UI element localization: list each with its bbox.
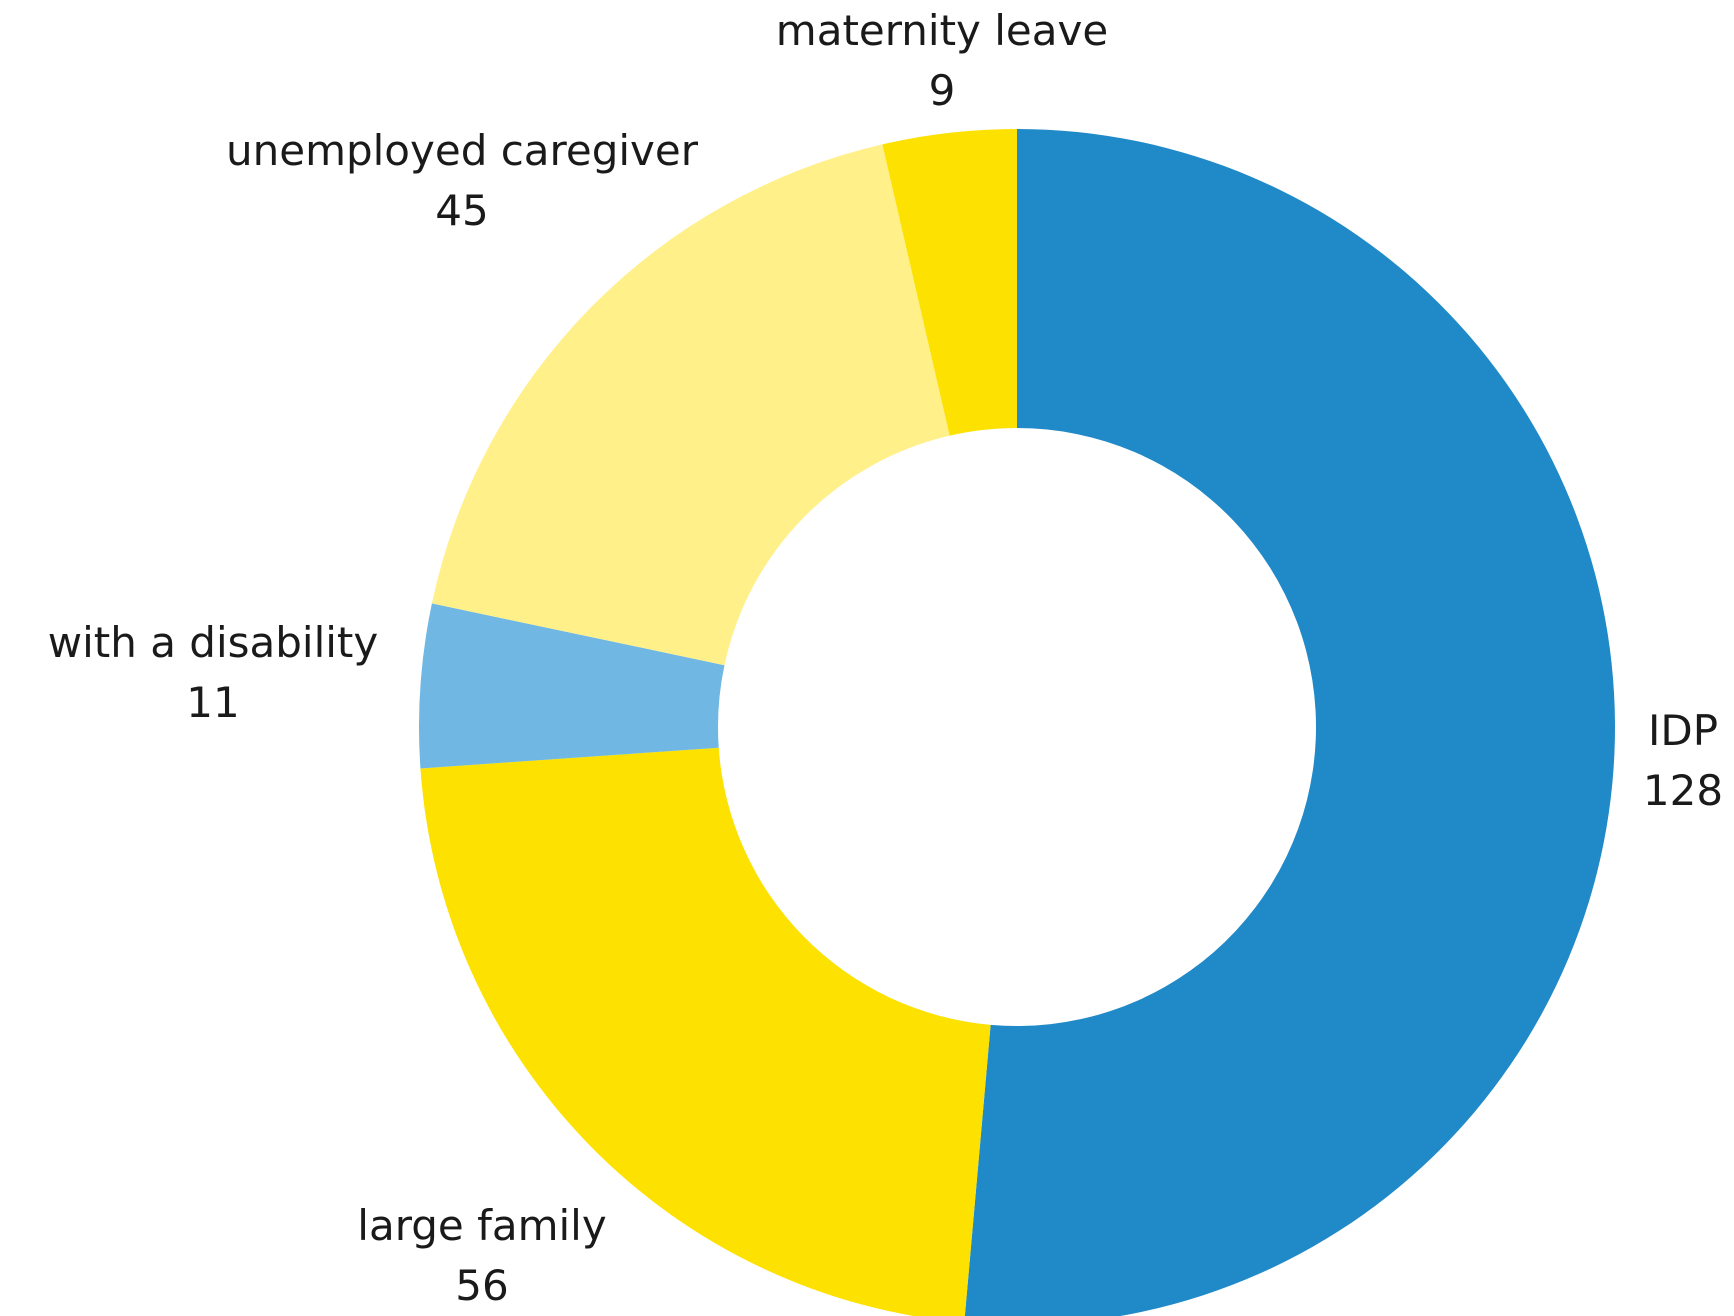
slice-value-idp: 128	[1643, 766, 1723, 815]
slice-idp	[964, 129, 1615, 1316]
slice-label-large-family: large family	[357, 1201, 606, 1250]
slice-value-maternity-leave: 9	[929, 66, 956, 115]
slice-large-family	[420, 747, 991, 1316]
slice-unemployed-caregiver	[431, 144, 950, 666]
slice-value-with-a-disability: 11	[186, 678, 239, 727]
slice-label-idp: IDP	[1648, 706, 1718, 755]
labels-group: IDP 128 large family 56 with a disability 11 u…	[48, 6, 1723, 1310]
slice-maternity-leave	[882, 129, 1017, 436]
slice-with-a-disability	[419, 603, 725, 769]
slice-value-unemployed-caregiver: 45	[435, 186, 488, 235]
slice-label-with-a-disability: with a disability	[48, 618, 378, 667]
slice-label-unemployed-caregiver: unemployed caregiver	[226, 126, 699, 175]
slice-label-maternity-leave: maternity leave	[776, 6, 1108, 55]
slices-group	[419, 129, 1615, 1316]
slice-value-large-family: 56	[455, 1261, 508, 1310]
